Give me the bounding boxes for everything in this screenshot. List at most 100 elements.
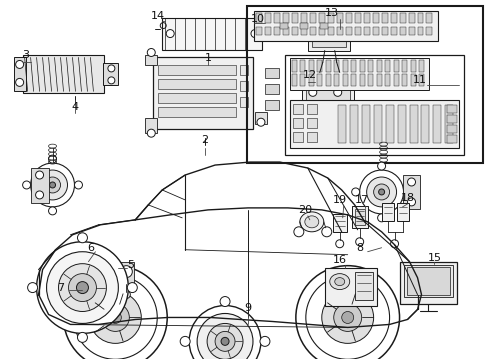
Bar — [291, 27, 297, 35]
Ellipse shape — [46, 252, 118, 323]
Bar — [318, 13, 324, 23]
Ellipse shape — [295, 266, 399, 360]
Bar — [158, 107, 236, 117]
Ellipse shape — [49, 182, 56, 188]
Bar — [363, 13, 369, 23]
Bar — [376, 60, 381, 72]
Text: 6: 6 — [87, 243, 94, 253]
Bar — [254, 112, 266, 124]
Bar — [390, 27, 396, 35]
Bar — [421, 105, 428, 143]
Bar — [417, 13, 423, 23]
Ellipse shape — [304, 216, 318, 228]
Bar — [402, 175, 420, 209]
Bar — [305, 82, 349, 102]
Ellipse shape — [197, 314, 252, 360]
Bar — [350, 60, 355, 72]
Text: 17: 17 — [354, 195, 368, 205]
Bar — [291, 75, 296, 86]
Bar — [327, 13, 333, 23]
Bar — [145, 55, 157, 66]
Ellipse shape — [250, 30, 259, 37]
Bar — [318, 27, 324, 35]
Bar — [376, 75, 381, 86]
Bar — [447, 115, 456, 123]
Ellipse shape — [109, 311, 121, 323]
Bar — [334, 75, 339, 86]
Bar — [399, 262, 456, 303]
Bar — [361, 105, 369, 143]
Text: 8: 8 — [355, 243, 363, 253]
Ellipse shape — [355, 238, 363, 246]
Ellipse shape — [256, 118, 264, 126]
Ellipse shape — [108, 77, 115, 84]
Ellipse shape — [89, 292, 141, 343]
Bar — [292, 132, 302, 142]
Bar — [273, 13, 279, 23]
Bar — [289, 100, 458, 148]
Bar — [367, 75, 372, 86]
Ellipse shape — [147, 49, 155, 57]
Bar — [408, 105, 417, 143]
Text: 13: 13 — [324, 8, 338, 18]
Bar — [417, 27, 423, 35]
Bar — [264, 27, 270, 35]
Bar — [432, 105, 441, 143]
Ellipse shape — [48, 207, 57, 215]
Bar — [367, 60, 372, 72]
Bar — [447, 125, 456, 133]
Ellipse shape — [166, 30, 174, 37]
Bar — [145, 118, 157, 133]
Ellipse shape — [48, 155, 57, 163]
Bar — [372, 13, 378, 23]
Bar — [385, 60, 389, 72]
Text: 2: 2 — [201, 135, 208, 145]
Bar — [319, 23, 327, 28]
Ellipse shape — [68, 274, 96, 302]
Ellipse shape — [108, 65, 115, 72]
Ellipse shape — [220, 297, 229, 306]
Bar — [253, 11, 438, 41]
Bar — [332, 214, 346, 232]
Ellipse shape — [378, 189, 384, 195]
Bar — [283, 13, 288, 23]
Bar — [381, 13, 387, 23]
Bar — [397, 105, 405, 143]
Bar — [309, 27, 315, 35]
Text: 1: 1 — [204, 54, 211, 63]
Bar — [158, 66, 236, 75]
Bar — [393, 60, 398, 72]
Bar — [285, 55, 464, 155]
Bar — [426, 13, 431, 23]
Bar — [246, 6, 482, 163]
Bar — [300, 75, 305, 86]
Bar — [299, 23, 307, 28]
Ellipse shape — [293, 227, 303, 237]
Bar — [240, 81, 247, 91]
Bar — [407, 13, 414, 23]
Bar — [264, 13, 270, 23]
Ellipse shape — [16, 78, 23, 86]
Text: 14: 14 — [151, 11, 165, 21]
Bar — [300, 13, 306, 23]
Ellipse shape — [76, 282, 88, 293]
Ellipse shape — [38, 170, 67, 200]
Ellipse shape — [312, 71, 322, 80]
Bar — [306, 104, 316, 114]
Bar — [118, 262, 134, 284]
Bar — [406, 267, 449, 294]
Bar — [418, 75, 423, 86]
Bar — [401, 75, 406, 86]
Ellipse shape — [36, 171, 43, 179]
Ellipse shape — [221, 337, 228, 345]
Bar — [291, 13, 297, 23]
Ellipse shape — [189, 306, 261, 360]
Ellipse shape — [44, 177, 61, 193]
Text: 7: 7 — [57, 283, 64, 293]
Bar — [292, 118, 302, 128]
Bar — [345, 13, 351, 23]
Bar — [324, 268, 376, 306]
Bar — [317, 75, 322, 86]
Bar — [345, 27, 351, 35]
Ellipse shape — [377, 162, 385, 170]
